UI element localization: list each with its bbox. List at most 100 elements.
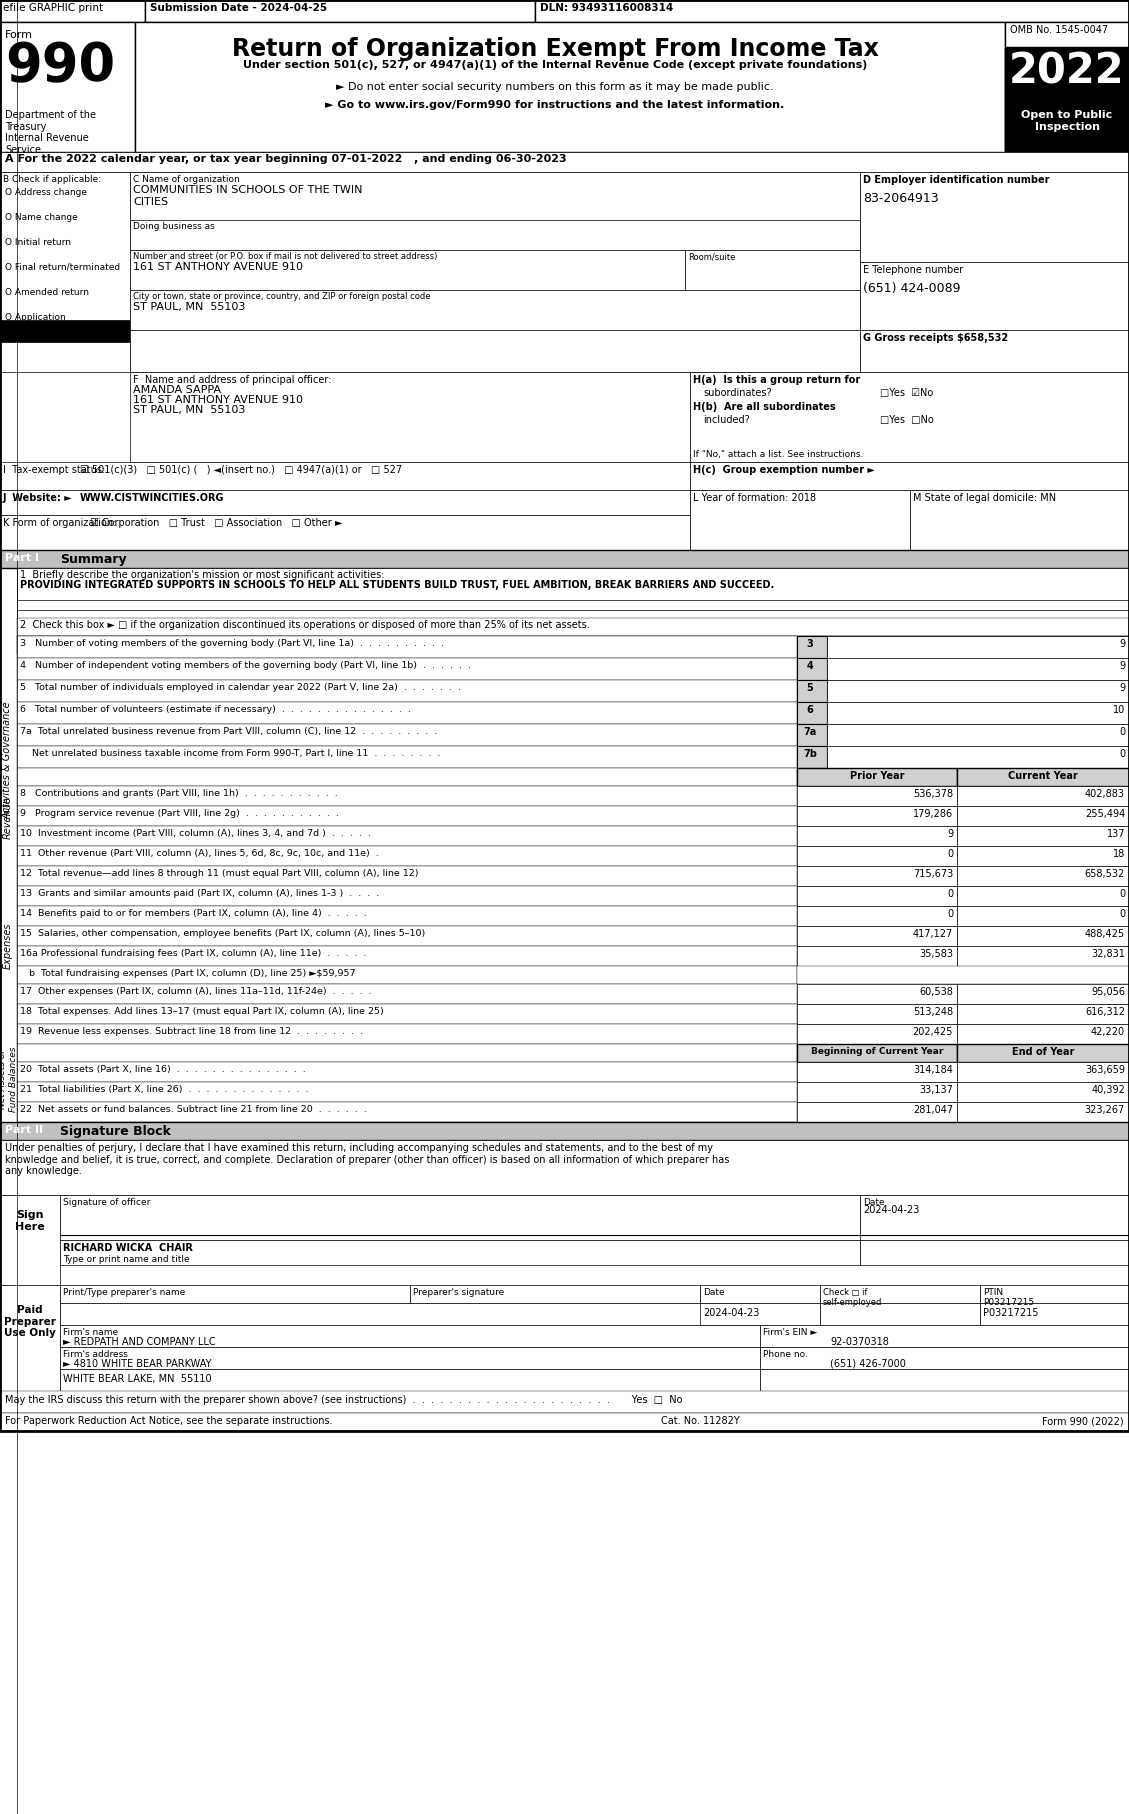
Text: Current Year: Current Year [1008, 771, 1078, 782]
Text: 137: 137 [1106, 829, 1124, 840]
Bar [0, 0, 1129, 22]
Text: 8   Contributions and grants (Part VIII, line 1h)  .  .  .  .  .  .  .  .  .  . : 8 Contributions and grants (Part VIII, l… [20, 789, 338, 798]
Text: Department of the
Treasury
Internal Revenue
Service: Department of the Treasury Internal Reve… [5, 111, 96, 154]
Bar [957, 925, 1129, 945]
Bar [797, 865, 957, 885]
Bar [17, 925, 797, 945]
Bar [797, 1081, 957, 1101]
Bar [957, 1045, 1129, 1061]
Bar [820, 1302, 980, 1324]
Bar [797, 658, 828, 680]
Text: 17  Other expenses (Part IX, column (A), lines 11a–11d, 11f-24e)  .  .  .  .  .: 17 Other expenses (Part IX, column (A), … [20, 987, 371, 996]
Bar [17, 785, 797, 805]
Text: 9: 9 [1119, 660, 1124, 671]
Text: 488,425: 488,425 [1085, 929, 1124, 940]
Bar [828, 746, 1129, 767]
Bar [17, 1061, 797, 1081]
Text: DLN: 93493116008314: DLN: 93493116008314 [540, 4, 673, 13]
Bar [17, 1003, 797, 1023]
Bar [957, 1061, 1129, 1081]
Text: ► REDPATH AND COMPANY LLC: ► REDPATH AND COMPANY LLC [63, 1337, 216, 1348]
Bar [797, 785, 957, 805]
Text: City or town, state or province, country, and ZIP or foreign postal code: City or town, state or province, country… [133, 292, 430, 301]
Bar [17, 845, 797, 865]
Bar [860, 1195, 1129, 1241]
Text: 2024-04-23: 2024-04-23 [863, 1204, 919, 1215]
Bar [0, 1284, 60, 1406]
Text: E Telephone number: E Telephone number [863, 265, 963, 276]
Text: 2022: 2022 [1009, 51, 1124, 93]
Bar [130, 330, 860, 372]
Text: 92-0370318: 92-0370318 [830, 1337, 889, 1348]
Text: 1  Briefly describe the organization's mission or most significant activities:: 1 Briefly describe the organization's mi… [20, 570, 385, 580]
Text: (651) 424-0089: (651) 424-0089 [863, 281, 961, 296]
Text: WWW.CISTWINCITIES.ORG: WWW.CISTWINCITIES.ORG [80, 493, 225, 502]
Text: 5: 5 [806, 684, 813, 693]
Text: 4: 4 [806, 660, 813, 671]
Bar [957, 1081, 1129, 1101]
Bar [60, 1284, 410, 1302]
Text: 513,248: 513,248 [913, 1007, 953, 1018]
Bar [17, 637, 797, 658]
Text: Number and street (or P.O. box if mail is not delivered to street address): Number and street (or P.O. box if mail i… [133, 252, 437, 261]
Text: 32,831: 32,831 [1091, 949, 1124, 960]
Text: L Year of formation: 2018: L Year of formation: 2018 [693, 493, 816, 502]
Text: 83-2064913: 83-2064913 [863, 192, 938, 205]
Bar [17, 983, 797, 1003]
Bar [797, 746, 828, 767]
Bar [60, 1241, 860, 1264]
Bar [957, 825, 1129, 845]
Bar [820, 1284, 980, 1302]
Text: ST PAUL, MN  55103: ST PAUL, MN 55103 [133, 301, 245, 312]
Bar [700, 1302, 820, 1324]
Text: PROVIDING INTEGRATED SUPPORTS IN SCHOOLS TO HELP ALL STUDENTS BUILD TRUST, FUEL : PROVIDING INTEGRATED SUPPORTS IN SCHOOLS… [20, 580, 774, 590]
Bar [957, 983, 1129, 1003]
Text: Submission Date - 2024-04-25: Submission Date - 2024-04-25 [150, 4, 327, 13]
Text: Sign
Here: Sign Here [15, 1210, 45, 1232]
Bar [760, 1348, 1129, 1370]
Bar [17, 619, 1129, 637]
Bar [0, 515, 690, 550]
Text: F  Name and address of principal officer:: F Name and address of principal officer: [133, 375, 332, 385]
Text: Part I: Part I [5, 553, 40, 562]
Bar [957, 1023, 1129, 1045]
Text: Doing business as: Doing business as [133, 221, 215, 230]
Text: 20  Total assets (Part X, line 16)  .  .  .  .  .  .  .  .  .  .  .  .  .  .  .: 20 Total assets (Part X, line 16) . . . … [20, 1065, 306, 1074]
Bar [797, 637, 957, 655]
Text: 363,659: 363,659 [1085, 1065, 1124, 1076]
Text: 95,056: 95,056 [1091, 987, 1124, 998]
Text: ► Go to www.irs.gov/Form990 for instructions and the latest information.: ► Go to www.irs.gov/Form990 for instruct… [325, 100, 785, 111]
Bar [957, 785, 1129, 805]
Text: 42,220: 42,220 [1091, 1027, 1124, 1038]
Bar [797, 1061, 957, 1081]
Bar [860, 172, 1129, 261]
Bar [957, 805, 1129, 825]
Bar [797, 925, 957, 945]
Bar [957, 767, 1129, 785]
Text: 4   Number of independent voting members of the governing body (Part VI, line 1b: 4 Number of independent voting members o… [20, 660, 471, 669]
Bar [17, 637, 797, 655]
Bar [797, 702, 828, 724]
Bar [690, 463, 1129, 490]
Bar [700, 1284, 820, 1302]
Bar [797, 724, 828, 746]
Text: 0: 0 [1119, 727, 1124, 736]
Bar [957, 905, 1129, 925]
Text: Revenue: Revenue [3, 796, 14, 840]
Text: Signature of officer: Signature of officer [63, 1197, 150, 1206]
Text: Cat. No. 11282Y: Cat. No. 11282Y [660, 1417, 739, 1426]
Text: 255,494: 255,494 [1085, 809, 1124, 818]
Text: 18: 18 [1113, 849, 1124, 860]
Bar [860, 261, 1129, 330]
Bar [760, 1370, 1129, 1391]
Text: Net Assets or
Fund Balances: Net Assets or Fund Balances [0, 1047, 18, 1112]
Bar [957, 885, 1129, 905]
Bar [130, 290, 860, 330]
Bar [1005, 107, 1129, 152]
Text: 13  Grants and similar amounts paid (Part IX, column (A), lines 1-3 )  .  .  .  : 13 Grants and similar amounts paid (Part… [20, 889, 379, 898]
Bar [17, 1023, 797, 1045]
Text: If "No," attach a list. See instructions.: If "No," attach a list. See instructions… [693, 450, 864, 459]
Text: Form 990 (2022): Form 990 (2022) [1042, 1417, 1124, 1426]
Bar [17, 905, 797, 925]
Text: D Employer identification number: D Employer identification number [863, 174, 1050, 185]
